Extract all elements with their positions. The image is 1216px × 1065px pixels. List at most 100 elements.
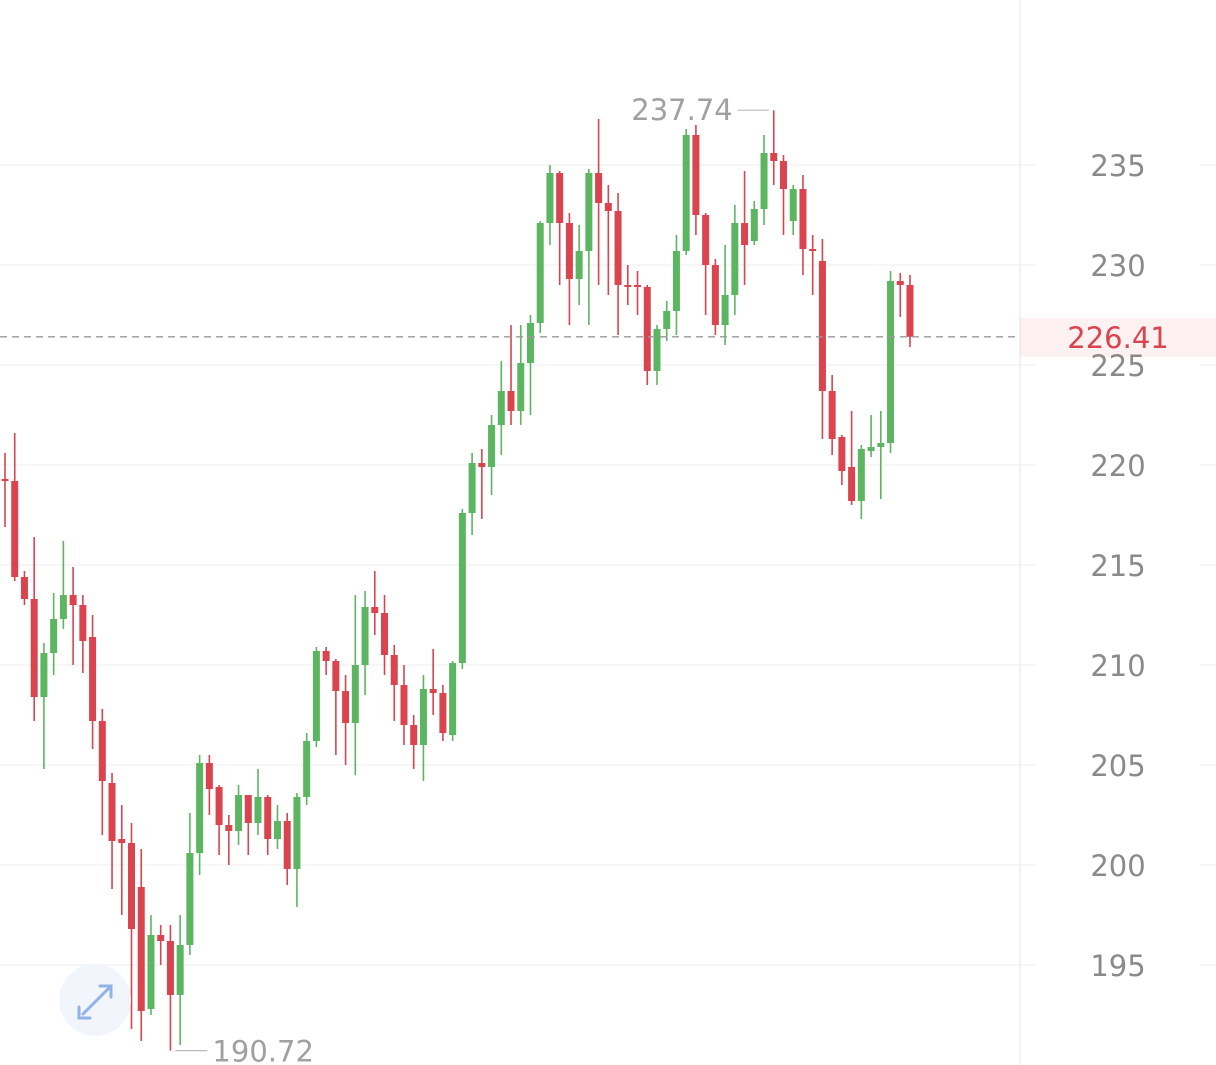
candle-body — [89, 637, 97, 721]
candle-body — [50, 619, 58, 653]
y-tick-label: 205 — [1090, 749, 1145, 783]
candle-body — [799, 189, 807, 249]
candle-body — [381, 613, 389, 655]
candle-body — [244, 795, 252, 823]
y-tick-label: 215 — [1090, 549, 1145, 583]
candle-body — [332, 661, 340, 691]
candle-body — [585, 173, 593, 251]
candles — [1, 110, 914, 1051]
candle-body — [400, 685, 408, 725]
candle-body — [419, 689, 427, 745]
y-tick-label: 200 — [1090, 849, 1145, 883]
candle-body — [147, 935, 155, 1009]
candle-body — [410, 725, 418, 745]
candle-body — [838, 437, 846, 471]
candle-body — [108, 783, 116, 841]
candle-body — [293, 797, 301, 869]
candle-body — [760, 153, 768, 209]
y-tick-label: 225 — [1090, 349, 1145, 383]
candle-body — [186, 853, 194, 945]
candle-body — [283, 821, 291, 869]
candle-body — [692, 135, 700, 215]
candle-body — [429, 689, 437, 693]
min-label: 190.72 — [212, 1035, 313, 1065]
y-tick-label: 220 — [1090, 449, 1145, 483]
candle-body — [507, 391, 515, 411]
candle-body — [497, 391, 505, 425]
candle-body — [595, 173, 603, 203]
candle-body — [634, 285, 642, 287]
candle-body — [303, 741, 311, 797]
candle-body — [205, 763, 213, 789]
candle-body — [196, 763, 204, 853]
candle-body — [848, 467, 856, 501]
candle-body — [390, 655, 398, 685]
candle-body — [809, 249, 817, 251]
candle-body — [546, 173, 554, 223]
grid: 195 200 205 210 215 220 225 230 235 — [0, 149, 1216, 983]
overlay: 237.74 190.72 226.41 — [0, 93, 1216, 1065]
candle-body — [672, 251, 680, 311]
candle-body — [857, 449, 865, 501]
candle-body — [342, 691, 350, 723]
candle-body — [478, 463, 486, 467]
candle-body — [867, 447, 875, 451]
candle-body — [526, 323, 534, 363]
candle-body — [20, 577, 28, 599]
candle-body — [682, 135, 690, 251]
candle-body — [906, 285, 914, 337]
candle-body — [653, 329, 661, 371]
y-tick-label: 195 — [1090, 949, 1145, 983]
expand-button[interactable] — [59, 964, 131, 1036]
candle-body — [264, 797, 272, 839]
last-price-box — [1020, 317, 1216, 357]
candle-body — [721, 295, 729, 325]
candle-body — [468, 463, 476, 513]
candle-body — [273, 821, 281, 839]
candle-body — [79, 605, 87, 641]
candle-body — [254, 797, 262, 823]
candle-body — [702, 215, 710, 265]
candle-body — [128, 843, 136, 929]
candle-body — [887, 281, 895, 443]
y-tick-label: 235 — [1090, 149, 1145, 183]
candle-body — [30, 599, 38, 697]
candle-body — [828, 391, 836, 439]
candle-body — [118, 839, 126, 843]
candle-body — [1, 479, 9, 481]
candle-body — [40, 653, 48, 697]
candle-body — [741, 223, 749, 245]
candle-body — [351, 665, 359, 723]
y-tick-label: 210 — [1090, 649, 1145, 683]
candle-body — [663, 311, 671, 329]
candle-body — [575, 251, 583, 279]
candle-body — [770, 153, 778, 161]
candle-body — [69, 595, 77, 605]
max-label: 237.74 — [631, 93, 732, 127]
candle-body — [604, 203, 612, 211]
candle-body — [818, 261, 826, 391]
candle-body — [750, 209, 758, 241]
candle-body — [731, 223, 739, 295]
expand-icon — [77, 984, 113, 1020]
candle-body — [556, 173, 564, 223]
candle-body — [215, 787, 223, 825]
candle-body — [488, 425, 496, 467]
candle-body — [439, 693, 447, 733]
candle-body — [449, 663, 457, 735]
candle-body — [711, 265, 719, 325]
candle-body — [517, 363, 525, 411]
candle-body — [11, 481, 19, 577]
candle-body — [789, 189, 797, 221]
candle-body — [312, 651, 320, 741]
y-tick-label: 230 — [1090, 249, 1145, 283]
candle-body — [458, 513, 466, 663]
candle-body — [643, 287, 651, 371]
candle-body — [565, 223, 573, 279]
candle-body — [98, 721, 106, 781]
candle-body — [157, 935, 165, 941]
candle-body — [166, 941, 174, 995]
candle-body — [624, 285, 632, 287]
